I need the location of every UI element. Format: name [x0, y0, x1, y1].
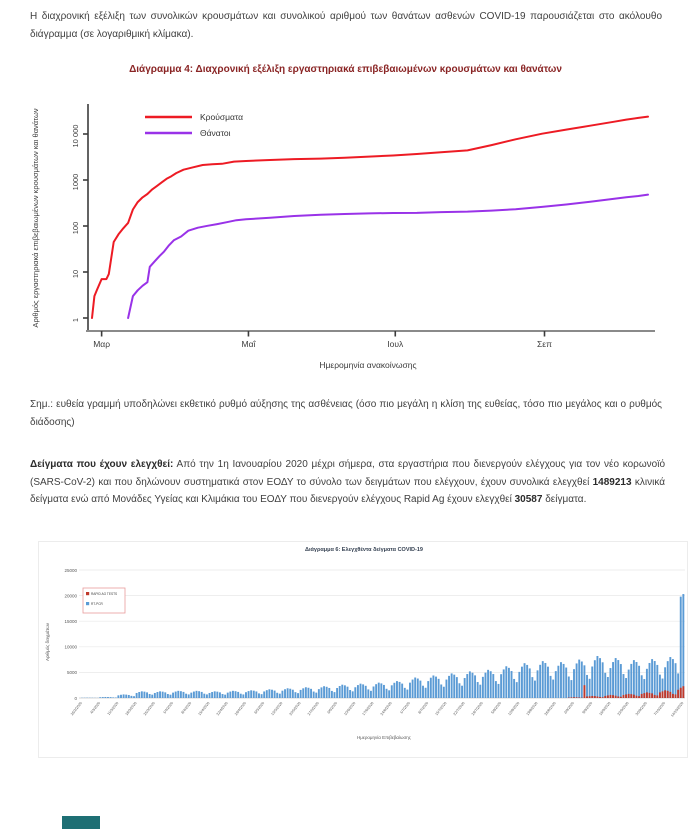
svg-text:8/4/2020: 8/4/2020: [181, 701, 193, 714]
svg-text:15000: 15000: [64, 619, 77, 624]
rapid-ag-count: 30587: [514, 494, 543, 505]
svg-text:24/6/2020: 24/6/2020: [380, 701, 393, 716]
svg-text:Ιουλ: Ιουλ: [387, 339, 404, 349]
svg-text:Αριθμός εργαστηριακά επιβεβαιω: Αριθμός εργαστηριακά επιβεβαιωμένων κρου…: [31, 108, 40, 327]
svg-text:11/3/2020: 11/3/2020: [107, 701, 120, 716]
svg-text:13/5/2020: 13/5/2020: [270, 701, 283, 716]
svg-text:14/10/2020: 14/10/2020: [670, 701, 684, 718]
svg-text:Σεπ: Σεπ: [537, 339, 552, 349]
samples-text-1: Από την 1η Ιανουαρίου 2020 μέχρι σήμερα,…: [30, 459, 666, 488]
svg-text:26/8/2020: 26/8/2020: [544, 701, 557, 716]
svg-text:100: 100: [71, 222, 80, 235]
svg-text:15/7/2020: 15/7/2020: [434, 701, 447, 716]
svg-text:15/4/2020: 15/4/2020: [198, 701, 211, 716]
svg-text:RAPID AG TESTS: RAPID AG TESTS: [91, 592, 117, 596]
chart6-title: Διάγραμμα 6: Ελεγχθέντα δείγματα COVID-1…: [305, 547, 423, 553]
chart6-bar-chart: 0 5000 10000 15000 20000 25000 Αριθμός δειγμάτ…: [44, 568, 685, 740]
svg-text:Ημερομηνία Επιβεβαίωσης: Ημερομηνία Επιβεβαίωσης: [357, 735, 412, 740]
svg-text:Μαρ: Μαρ: [93, 339, 110, 349]
svg-text:0: 0: [74, 696, 77, 701]
svg-text:26/2/2020: 26/2/2020: [70, 701, 83, 716]
svg-text:22/7/2020: 22/7/2020: [453, 701, 466, 716]
svg-text:29/4/2020: 29/4/2020: [234, 701, 247, 716]
svg-text:1/4/2020: 1/4/2020: [162, 701, 174, 714]
chart6-figure: 0 5000 10000 15000 20000 25000 Αριθμός δειγμάτ…: [38, 541, 688, 758]
chart4-note: Σημ.: ευθεία γραμμή υποδηλώνει εκθετικό …: [30, 399, 662, 428]
svg-text:10/6/2020: 10/6/2020: [343, 701, 356, 716]
clinical-samples-count: 1489213: [592, 476, 632, 488]
svg-text:10: 10: [71, 270, 80, 278]
svg-text:1000: 1000: [71, 174, 80, 191]
chart4-log-line-chart: 1 10 100 1000 10 000 Αριθμός εργαστηριακά επι…: [31, 104, 655, 370]
svg-text:25/3/2020: 25/3/2020: [143, 701, 156, 716]
samples-text-3: δείγματα.: [542, 494, 587, 505]
svg-text:Θάνατοι: Θάνατοι: [200, 128, 231, 138]
svg-text:10 000: 10 000: [71, 125, 80, 148]
svg-text:22/4/2020: 22/4/2020: [216, 701, 229, 716]
svg-text:Αριθμός δειγμάτων: Αριθμός δειγμάτων: [44, 622, 50, 661]
svg-text:2/9/2020: 2/9/2020: [563, 701, 575, 714]
svg-text:19/8/2020: 19/8/2020: [526, 701, 539, 716]
svg-text:27/5/2020: 27/5/2020: [307, 701, 320, 716]
svg-text:23/9/2020: 23/9/2020: [617, 701, 630, 716]
svg-text:9/9/2020: 9/9/2020: [581, 701, 593, 714]
svg-text:RT-PCR: RT-PCR: [91, 602, 104, 606]
footer-color-block: [62, 816, 100, 829]
svg-text:18/3/2020: 18/3/2020: [125, 701, 138, 716]
svg-text:3/6/2020: 3/6/2020: [326, 701, 338, 714]
chart4-title: Διάγραμμα 4: Διαχρονική εξέλιξη εργαστηρ…: [129, 64, 562, 75]
svg-text:30/9/2020: 30/9/2020: [635, 701, 648, 716]
svg-text:25000: 25000: [64, 568, 77, 573]
svg-text:6/5/2020: 6/5/2020: [253, 701, 265, 714]
svg-text:8/7/2020: 8/7/2020: [417, 701, 429, 714]
svg-text:17/6/2020: 17/6/2020: [362, 701, 375, 716]
samples-text-2: κλινικά δείγματα ενώ από Μονάδες Υγείας …: [30, 476, 665, 506]
svg-text:16/9/2020: 16/9/2020: [598, 701, 611, 716]
svg-text:10000: 10000: [64, 645, 77, 650]
svg-text:Ημερομηνία ανακοίνωσης: Ημερομηνία ανακοίνωσης: [319, 360, 416, 370]
svg-text:29/7/2020: 29/7/2020: [471, 701, 484, 716]
svg-text:20/5/2020: 20/5/2020: [289, 701, 302, 716]
svg-text:7/10/2020: 7/10/2020: [653, 701, 666, 716]
svg-text:5/8/2020: 5/8/2020: [490, 701, 502, 714]
intro-paragraph: Η διαχρονική εξέλιξη των συνολικών κρουσ…: [30, 11, 662, 40]
samples-paragraph: Δείγματα που έχουν ελεγχθεί: Από την 1η …: [30, 456, 665, 509]
svg-text:5000: 5000: [67, 670, 78, 675]
samples-lead: Δείγματα που έχουν ελεγχθεί:: [30, 459, 174, 470]
svg-text:Μαΐ: Μαΐ: [242, 339, 257, 349]
svg-text:Κρούσματα: Κρούσματα: [200, 112, 243, 122]
svg-text:4/3/2020: 4/3/2020: [89, 701, 101, 714]
svg-text:1: 1: [71, 318, 80, 322]
svg-text:12/8/2020: 12/8/2020: [507, 701, 520, 716]
svg-text:1/7/2020: 1/7/2020: [399, 701, 411, 714]
svg-text:20000: 20000: [64, 593, 77, 598]
